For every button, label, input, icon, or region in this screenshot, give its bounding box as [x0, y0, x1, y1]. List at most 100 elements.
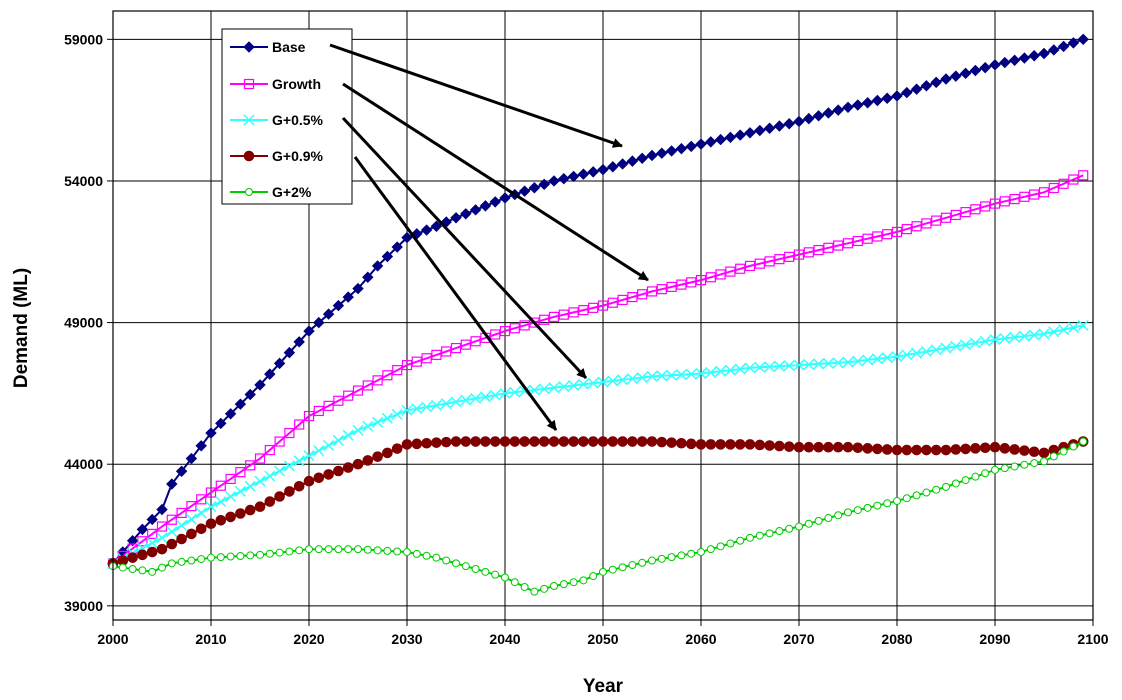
data-point — [185, 513, 197, 525]
data-point — [333, 395, 344, 406]
legend-entry: G+0.5% — [230, 112, 324, 128]
data-point — [501, 573, 509, 582]
data-point — [342, 429, 354, 441]
data-point — [539, 314, 550, 325]
data-point — [695, 368, 707, 380]
data-point — [294, 419, 305, 430]
data-point — [519, 385, 531, 397]
data-point — [932, 485, 941, 494]
data-point — [529, 436, 540, 447]
data-point — [832, 441, 844, 453]
data-point — [322, 308, 335, 320]
data-point — [293, 481, 305, 492]
data-point — [1069, 442, 1078, 451]
data-point — [979, 61, 991, 74]
data-point — [687, 549, 696, 558]
data-point — [734, 439, 746, 450]
data-point — [568, 307, 579, 318]
data-point — [882, 229, 893, 240]
data-point — [226, 552, 235, 561]
data-point — [989, 198, 1001, 209]
y-tick-label: 54000 — [64, 173, 103, 189]
data-point — [166, 514, 177, 525]
data-point — [970, 443, 981, 454]
data-point — [627, 291, 638, 303]
data-point — [852, 355, 864, 367]
data-point — [362, 420, 374, 432]
data-point — [754, 258, 765, 269]
data-point — [999, 332, 1011, 344]
data-point — [784, 251, 795, 262]
data-point — [1049, 452, 1058, 461]
data-point — [421, 437, 432, 449]
data-point — [1020, 460, 1029, 469]
plot-border — [112, 10, 1094, 621]
data-point — [1009, 331, 1021, 343]
data-point — [981, 469, 990, 478]
annotation-arrow — [342, 82, 649, 282]
data-point — [930, 344, 942, 356]
data-point — [518, 185, 531, 197]
data-point — [313, 445, 325, 457]
data-point — [285, 547, 294, 556]
data-point — [852, 442, 864, 454]
data-point — [343, 390, 354, 401]
data-point — [489, 196, 501, 208]
data-point — [636, 436, 648, 447]
data-point — [225, 490, 237, 503]
x-tick-label: 2010 — [195, 631, 226, 647]
data-point — [813, 441, 824, 453]
data-point — [824, 514, 833, 523]
data-point — [332, 434, 344, 446]
legend-label: Growth — [272, 76, 321, 92]
data-point — [803, 358, 815, 371]
data-point — [901, 86, 913, 99]
data-point — [538, 178, 550, 191]
data-point — [646, 149, 658, 162]
data-point — [313, 316, 325, 329]
data-point — [197, 555, 206, 564]
data-point — [195, 507, 207, 519]
data-point — [1038, 447, 1050, 459]
data-point — [746, 533, 754, 542]
data-point — [714, 133, 727, 146]
data-point — [587, 377, 599, 389]
y-tick-label: 49000 — [64, 315, 103, 331]
legend-entry: G+0.9% — [230, 148, 324, 164]
data-point — [764, 361, 776, 373]
data-point — [1019, 445, 1030, 456]
data-point — [636, 372, 648, 384]
data-point — [881, 92, 893, 104]
data-point — [724, 131, 737, 144]
data-point — [675, 142, 688, 155]
data-point — [891, 351, 903, 363]
data-point — [744, 362, 756, 374]
data-point — [736, 536, 745, 545]
data-point — [177, 557, 186, 566]
series-growth — [107, 170, 1089, 569]
data-point — [989, 334, 1001, 346]
data-point — [852, 235, 863, 247]
data-point — [373, 546, 382, 555]
data-point — [783, 441, 795, 452]
data-point — [568, 379, 580, 391]
legend-label: G+0.9% — [272, 148, 324, 164]
data-point — [422, 551, 431, 560]
data-point — [950, 209, 961, 221]
data-point — [452, 559, 460, 568]
data-point — [136, 523, 149, 536]
data-point — [969, 64, 982, 77]
data-point — [1038, 187, 1050, 198]
data-point — [863, 503, 872, 512]
data-point — [128, 565, 137, 574]
data-point — [989, 441, 1001, 453]
data-point — [225, 511, 236, 523]
data-point — [1009, 193, 1020, 205]
data-point — [1078, 170, 1089, 181]
data-point — [175, 465, 188, 477]
data-point — [1077, 319, 1089, 331]
data-point — [764, 440, 775, 451]
data-point — [911, 221, 922, 232]
data-point — [342, 462, 354, 473]
data-point — [961, 476, 970, 485]
